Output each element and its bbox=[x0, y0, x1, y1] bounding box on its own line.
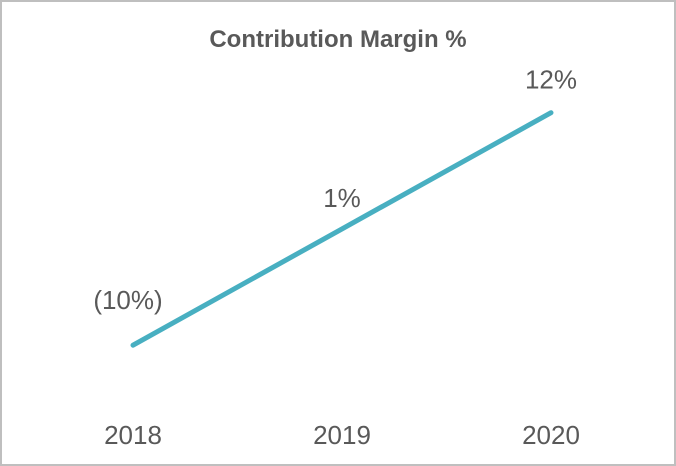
chart-title: Contribution Margin % bbox=[209, 26, 467, 53]
x-axis-label: 2020 bbox=[522, 420, 580, 450]
series-line bbox=[130, 110, 554, 348]
data-point-label: 12% bbox=[525, 65, 577, 95]
x-axis-label: 2019 bbox=[313, 420, 371, 450]
x-axis-label: 2018 bbox=[104, 420, 162, 450]
data-point-label: (10%) bbox=[93, 285, 162, 315]
data-point-label: 1% bbox=[323, 183, 361, 213]
